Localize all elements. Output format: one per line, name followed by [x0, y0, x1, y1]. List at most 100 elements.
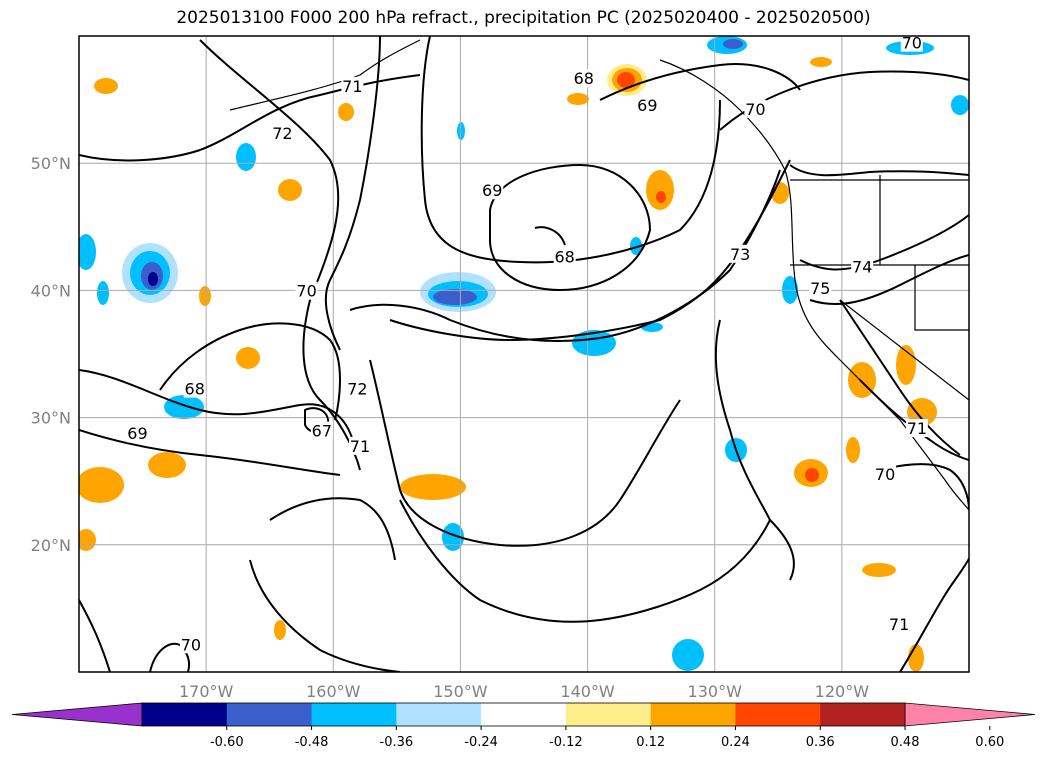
colorbar-tick-label: -0.24 — [464, 735, 498, 750]
latitude-labels: 20°N 30°N 40°N 50°N — [31, 154, 71, 555]
contour-label: 73 — [730, 245, 750, 264]
contour-label-bg — [874, 464, 897, 483]
contour-label-bg — [572, 69, 595, 88]
contour-label: 68 — [574, 69, 594, 88]
colorbar-segment — [226, 703, 313, 726]
precip-blob-negative — [442, 523, 464, 551]
precip-blob-positive — [199, 286, 211, 306]
precip-blob-positive — [908, 644, 924, 672]
contour-label-bg — [851, 257, 874, 276]
precip-blob-positive — [646, 170, 674, 210]
colorbar-extend-high — [904, 702, 1036, 727]
contour-label: 70 — [296, 282, 316, 301]
map-area — [79, 36, 969, 672]
colorbar-segment — [650, 703, 736, 726]
precip-blob-negative — [723, 39, 743, 49]
contour-label: 70 — [902, 34, 922, 53]
contour-label: 68 — [555, 247, 575, 266]
contour-line — [714, 319, 795, 581]
contour-label: 70 — [875, 465, 895, 484]
contour-label: 69 — [637, 96, 657, 115]
contour-label: 71 — [342, 77, 362, 96]
precip-blob-positive — [148, 452, 186, 478]
colorbar-segment — [735, 703, 821, 726]
longitude-labels: 170°W 160°W 150°W 140°W 130°W 120°W — [179, 682, 869, 701]
precip-blob-negative — [672, 639, 704, 671]
colorbar-tick-label: 0.36 — [806, 735, 835, 750]
contour-labels: 71 72 68 69 70 70 69 68 73 75 74 70 68 69 67 72 71 71 70 71… — [126, 33, 928, 654]
latitude-tick-label: 30°N — [31, 409, 71, 428]
contour-label-bg — [346, 379, 369, 398]
contour-label: 72 — [347, 380, 367, 399]
precip-blob-positive — [805, 468, 819, 482]
contour-label-bg — [888, 614, 911, 633]
coastline-path — [229, 39, 421, 111]
precip-blob-negative — [630, 237, 642, 255]
contour-line — [159, 322, 341, 421]
colorbar-tick-label: -0.48 — [295, 735, 329, 750]
contour-label-bg — [126, 424, 149, 443]
contour-line — [839, 299, 961, 456]
contour-line — [369, 359, 681, 547]
map-frame — [78, 35, 970, 673]
contour-label-bg — [179, 635, 202, 654]
contour-label-bg — [553, 247, 576, 266]
precip-blob-positive — [617, 72, 635, 88]
contour-label: 70 — [745, 100, 765, 119]
contour-line — [809, 254, 969, 306]
precip-shading — [79, 36, 969, 672]
colorbar-segment — [142, 703, 228, 726]
contour-line — [269, 497, 396, 561]
precip-blob-positive — [278, 179, 302, 201]
longitude-tick-label: 130°W — [688, 682, 743, 701]
contour-line — [899, 557, 969, 672]
contour-line — [399, 499, 771, 623]
contour-line — [879, 463, 969, 511]
colorbar-segment — [311, 703, 397, 726]
precip-blob-negative — [457, 122, 465, 140]
colorbar-segment — [820, 703, 906, 726]
contour-label-bg — [341, 76, 364, 95]
contour-line — [249, 559, 401, 672]
latitude-tick-label: 20°N — [31, 536, 71, 555]
contour-line — [79, 599, 111, 672]
contour-line — [79, 429, 341, 476]
contour-label: 71 — [889, 615, 909, 634]
precip-blob-positive — [810, 57, 832, 67]
precip-blob-negative — [433, 289, 477, 305]
coastline-path — [839, 299, 969, 401]
precip-blob-positive — [846, 437, 860, 463]
contour-label: 69 — [482, 181, 502, 200]
colorbar-tick-label: 0.12 — [636, 735, 665, 750]
contour-label-bg — [295, 281, 318, 300]
precip-blob-positive — [567, 93, 589, 105]
contour-line — [420, 36, 721, 264]
precip-blob-negative — [79, 234, 96, 270]
precip-blob-negative — [951, 95, 969, 115]
colorbar-segment — [396, 703, 482, 726]
precip-blob-positive — [274, 620, 286, 640]
precip-blob-positive — [400, 474, 466, 500]
contour-label-bg — [900, 33, 923, 52]
contour-label: 68 — [185, 380, 205, 399]
contour-label: 69 — [127, 424, 147, 443]
precip-blob-positive — [79, 529, 96, 551]
colorbar-segment — [565, 703, 652, 726]
contour-label: 70 — [181, 635, 201, 654]
contour-label-bg — [636, 95, 659, 114]
longitude-tick-label: 160°W — [306, 682, 361, 701]
longitude-tick-label: 170°W — [179, 682, 234, 701]
contour-line — [324, 36, 381, 351]
colorbar-segment — [481, 703, 567, 726]
contour-label-bg — [809, 279, 832, 298]
precip-blob-positive — [862, 563, 896, 577]
colorbar-tick-label: -0.12 — [549, 735, 583, 750]
map-title: 2025013100 F000 200 hPa refract., precip… — [176, 8, 871, 28]
contour-label: 75 — [810, 279, 830, 298]
contour-label-bg — [481, 181, 504, 200]
contour-line — [599, 63, 801, 101]
longitude-tick-label: 120°W — [815, 682, 870, 701]
coastline-path — [659, 59, 969, 511]
colorbar-outline — [141, 702, 906, 727]
contour-label: 67 — [312, 422, 332, 441]
